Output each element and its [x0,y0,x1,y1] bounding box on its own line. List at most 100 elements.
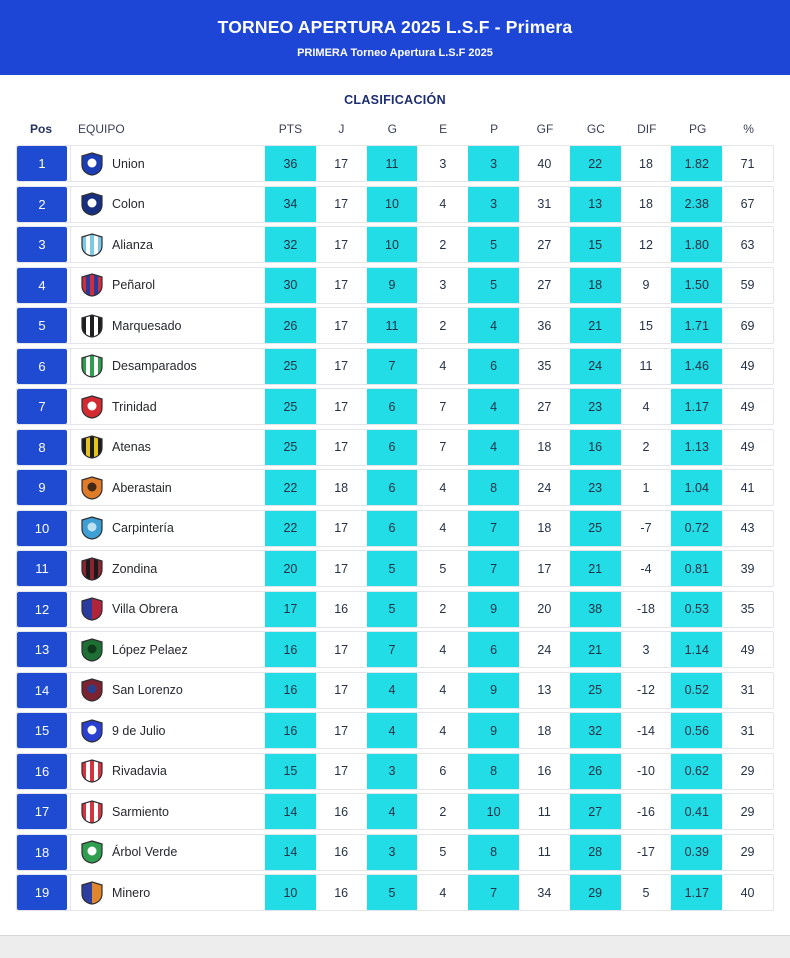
table-row: 19 Minero 10 16 5 4 7 34 29 5 1.17 40 [16,874,774,911]
position-cell: 14 [17,672,67,708]
position-cell: 19 [17,875,67,910]
stat-dif: 18 [639,197,653,211]
stat-p: 9 [468,713,519,748]
position-cell: 15 [17,713,67,748]
stat-gf: 11 [537,845,551,859]
column-header-e: E [439,122,448,136]
team-cell: Árbol Verde [70,834,265,870]
stat-dif: -10 [636,764,656,778]
table-row: 16 Rivadavia 15 17 3 6 8 16 26 -10 0.62 … [16,752,774,790]
page-banner: TORNEO APERTURA 2025 L.S.F - Primera PRI… [0,0,790,75]
stat-pct: 71 [740,156,755,171]
team-cell: Trinidad [70,389,265,424]
stat-p: 10 [468,794,519,829]
team-cell: 9 de Julio [70,713,265,748]
stat-p: 5 [468,227,519,262]
team-name: Rivadavia [112,764,167,778]
stat-dif: 1 [642,480,650,495]
table-row: 8 Atenas 25 17 6 7 4 18 16 2 1.13 49 [16,428,774,466]
stat-e: 7 [439,399,447,414]
stat-gc: 18 [569,267,621,303]
table-row: 9 Aberastain 22 18 6 4 8 24 23 1 1.04 41 [16,469,774,506]
stat-g: 6 [366,470,418,505]
stat-dif: 11 [639,359,653,373]
stat-pg: 0.41 [671,794,723,829]
stat-e: 4 [439,642,447,657]
stat-pct: 49 [740,642,755,657]
team-cell: Villa Obrera [70,591,265,627]
column-header-pos: Pos [29,122,52,136]
team-cell: Rivadavia [70,753,265,789]
stat-gc: 22 [569,146,621,181]
team-name: Atenas [112,440,151,454]
stat-pts: 26 [265,308,316,343]
stat-pg: 0.52 [671,672,723,708]
stat-e: 5 [439,561,447,576]
stat-j: 17 [334,642,349,657]
team-name: Villa Obrera [112,602,178,616]
stat-dif: 12 [639,237,653,252]
team-cell: Zondina [70,551,265,586]
page-title: TORNEO APERTURA 2025 L.S.F - Primera [217,16,573,37]
stat-pts: 14 [265,794,316,829]
stat-e: 4 [439,359,447,373]
table-row: 3 Alianza 32 17 10 2 5 27 15 12 1.80 63 [16,226,774,263]
team-cell: Aberastain [70,470,265,505]
table-row: 7 Trinidad 25 17 6 7 4 27 23 4 1.17 49 [16,388,774,425]
team-name: Sarmiento [112,804,169,819]
position-cell: 11 [17,551,67,586]
stat-j: 17 [334,318,349,333]
table-row: 2 Colon 34 17 10 4 3 31 13 18 2.38 67 [16,185,774,223]
team-crest-icon [80,718,104,743]
stat-pts: 10 [265,875,316,910]
stat-p: 3 [468,186,519,222]
team-name: Colon [112,197,145,211]
team-name: San Lorenzo [112,683,183,697]
stat-pg: 0.56 [671,713,723,748]
table-row: 14 San Lorenzo 16 17 4 4 9 13 25 -12 0.5… [16,671,774,709]
position-cell: 10 [17,510,67,546]
stat-p: 4 [468,308,519,343]
column-header-gf: GF [536,122,554,136]
stat-dif: -14 [636,723,656,738]
stat-gf: 18 [537,440,552,454]
stat-pct: 29 [740,845,755,859]
stat-pct: 29 [740,804,755,819]
stat-gf: 27 [537,278,552,292]
team-crest-icon [80,556,104,581]
stat-gc: 32 [569,713,621,748]
stat-g: 7 [366,632,418,667]
stat-p: 4 [468,389,519,424]
stat-pct: 41 [740,480,755,495]
stat-pts: 22 [265,510,316,546]
stat-pct: 49 [740,359,755,373]
section-title: CLASIFICACIÓN [344,93,446,107]
footer-strip [0,935,790,958]
table-row: 6 Desamparados 25 17 7 4 6 35 24 11 1.46… [16,347,774,385]
stat-g: 6 [366,429,418,465]
stat-gf: 17 [537,561,552,576]
team-cell: Alianza [70,227,265,262]
stat-gf: 31 [537,197,552,211]
stat-pg: 1.46 [671,348,723,384]
stat-pct: 49 [740,440,755,454]
team-cell: Carpintería [70,510,265,546]
stat-dif: -4 [640,561,652,576]
table-rows: 1 Union 36 17 11 3 3 40 22 18 1.82 71 2 … [0,145,790,911]
table-row: 15 9 de Julio 16 17 4 4 9 18 32 -14 0.56… [16,712,774,749]
team-crest-icon [80,880,104,905]
stat-pct: 31 [740,683,755,697]
page-subtitle: PRIMERA Torneo Apertura L.S.F 2025 [297,46,493,59]
stat-pts: 32 [265,227,316,262]
stat-pct: 40 [740,885,755,900]
stat-pct: 43 [740,521,755,535]
stat-p: 8 [468,834,519,870]
stat-j: 16 [334,885,349,900]
team-name: Carpintería [112,521,174,535]
team-crest-icon [80,192,104,216]
stat-gf: 27 [537,399,552,414]
stat-gc: 23 [569,470,621,505]
stat-gf: 20 [537,602,552,616]
stat-pts: 30 [265,267,316,303]
stat-p: 9 [468,672,519,708]
